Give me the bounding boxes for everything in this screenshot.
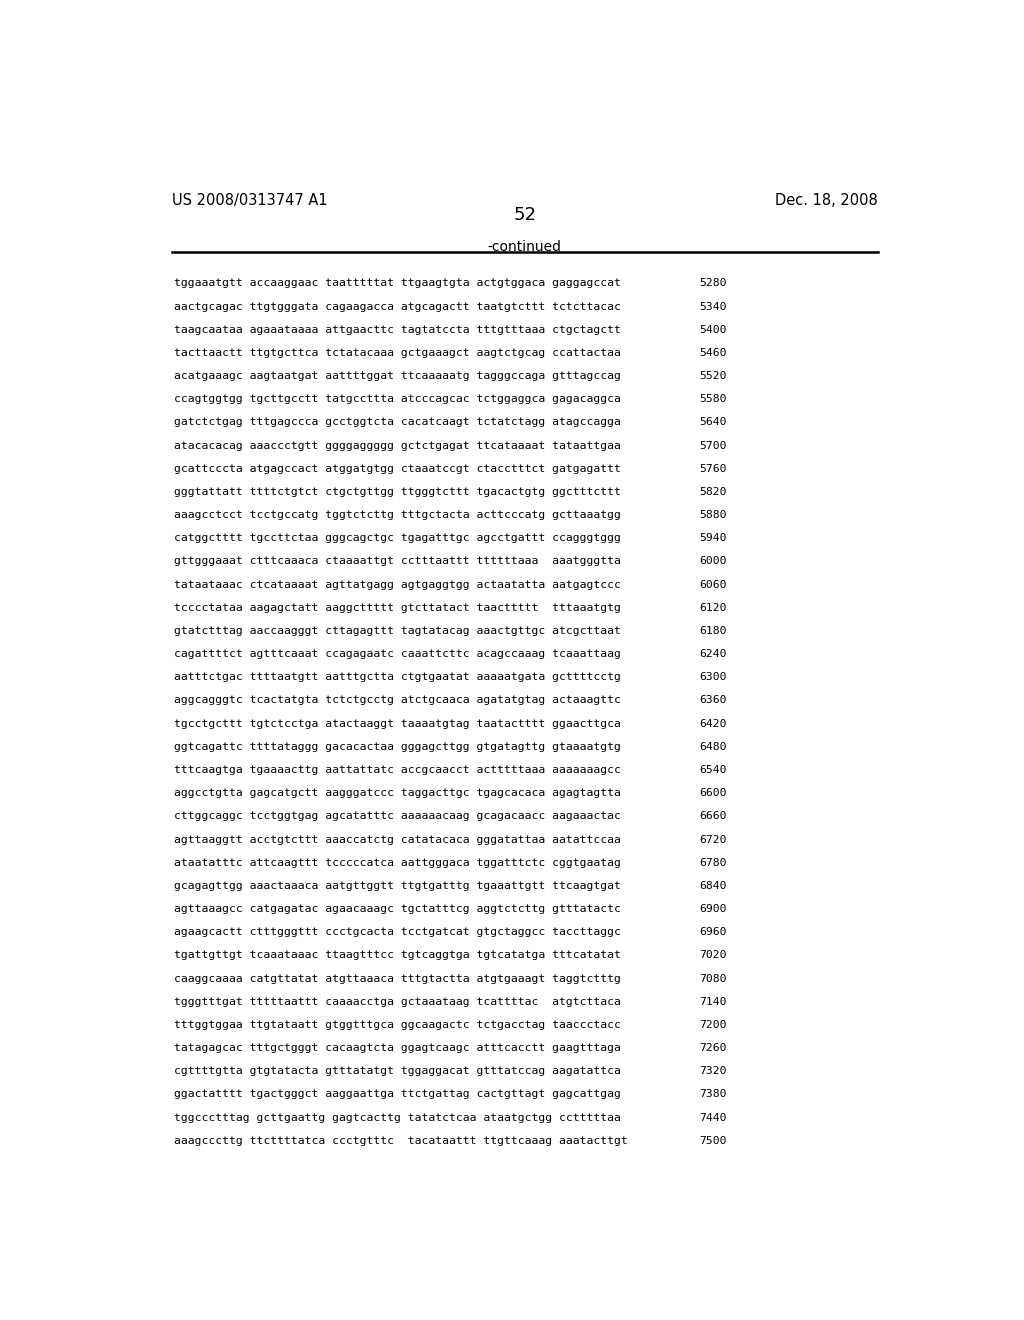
Text: 6060: 6060 (699, 579, 727, 590)
Text: atacacacag aaaccctgtt ggggaggggg gctctgagat ttcataaaat tataattgaa: atacacacag aaaccctgtt ggggaggggg gctctga… (174, 441, 621, 450)
Text: 5400: 5400 (699, 325, 727, 335)
Text: 6600: 6600 (699, 788, 727, 799)
Text: agaagcactt ctttgggttt ccctgcacta tcctgatcat gtgctaggcc taccttaggc: agaagcactt ctttgggttt ccctgcacta tcctgat… (174, 927, 621, 937)
Text: 5460: 5460 (699, 348, 727, 358)
Text: gtatctttag aaccaagggt cttagagttt tagtatacag aaactgttgc atcgcttaat: gtatctttag aaccaagggt cttagagttt tagtata… (174, 626, 621, 636)
Text: tacttaactt ttgtgcttca tctatacaaa gctgaaagct aagtctgcag ccattactaa: tacttaactt ttgtgcttca tctatacaaa gctgaaa… (174, 348, 621, 358)
Text: Dec. 18, 2008: Dec. 18, 2008 (775, 193, 878, 209)
Text: 6480: 6480 (699, 742, 727, 752)
Text: 6360: 6360 (699, 696, 727, 705)
Text: caaggcaaaa catgttatat atgttaaaca tttgtactta atgtgaaagt taggtctttg: caaggcaaaa catgttatat atgttaaaca tttgtac… (174, 974, 621, 983)
Text: 5760: 5760 (699, 463, 727, 474)
Text: 5580: 5580 (699, 395, 727, 404)
Text: 7080: 7080 (699, 974, 727, 983)
Text: 6720: 6720 (699, 834, 727, 845)
Text: gttgggaaat ctttcaaaca ctaaaattgt cctttaattt ttttttaaa  aaatgggtta: gttgggaaat ctttcaaaca ctaaaattgt cctttaa… (174, 557, 621, 566)
Text: aaagcctcct tcctgccatg tggtctcttg tttgctacta acttcccatg gcttaaatgg: aaagcctcct tcctgccatg tggtctcttg tttgcta… (174, 510, 621, 520)
Text: 5640: 5640 (699, 417, 727, 428)
Text: gggtattatt ttttctgtct ctgctgttgg ttgggtcttt tgacactgtg ggctttcttt: gggtattatt ttttctgtct ctgctgttgg ttgggtc… (174, 487, 621, 496)
Text: aactgcagac ttgtgggata cagaagacca atgcagactt taatgtcttt tctcttacac: aactgcagac ttgtgggata cagaagacca atgcaga… (174, 301, 621, 312)
Text: 7500: 7500 (699, 1135, 727, 1146)
Text: 52: 52 (513, 206, 537, 224)
Text: catggctttt tgccttctaa gggcagctgc tgagatttgc agcctgattt ccagggtggg: catggctttt tgccttctaa gggcagctgc tgagatt… (174, 533, 621, 544)
Text: 7020: 7020 (699, 950, 727, 961)
Text: 7200: 7200 (699, 1020, 727, 1030)
Text: tcccctataa aagagctatt aaggcttttt gtcttatact taacttttt  tttaaatgtg: tcccctataa aagagctatt aaggcttttt gtcttat… (174, 603, 621, 612)
Text: ggactatttt tgactgggct aaggaattga ttctgattag cactgttagt gagcattgag: ggactatttt tgactgggct aaggaattga ttctgat… (174, 1089, 621, 1100)
Text: tggaaatgtt accaaggaac taatttttat ttgaagtgta actgtggaca gaggagccat: tggaaatgtt accaaggaac taatttttat ttgaagt… (174, 279, 621, 288)
Text: acatgaaagc aagtaatgat aattttggat ttcaaaaatg tagggccaga gtttagccag: acatgaaagc aagtaatgat aattttggat ttcaaaa… (174, 371, 621, 381)
Text: 6420: 6420 (699, 718, 727, 729)
Text: tgggtttgat tttttaattt caaaacctga gctaaataag tcattttac  atgtcttaca: tgggtttgat tttttaattt caaaacctga gctaaat… (174, 997, 621, 1007)
Text: 7320: 7320 (699, 1067, 727, 1076)
Text: taagcaataa agaaataaaa attgaacttc tagtatccta tttgtttaaa ctgctagctt: taagcaataa agaaataaaa attgaacttc tagtatc… (174, 325, 621, 335)
Text: 6300: 6300 (699, 672, 727, 682)
Text: 6960: 6960 (699, 927, 727, 937)
Text: 6780: 6780 (699, 858, 727, 867)
Text: aaagcccttg ttcttttatca ccctgtttc  tacataattt ttgttcaaag aaatacttgt: aaagcccttg ttcttttatca ccctgtttc tacataa… (174, 1135, 628, 1146)
Text: agttaaggtt acctgtcttt aaaccatctg catatacaca gggatattaa aatattccaa: agttaaggtt acctgtcttt aaaccatctg catatac… (174, 834, 621, 845)
Text: 5700: 5700 (699, 441, 727, 450)
Text: cttggcaggc tcctggtgag agcatatttc aaaaaacaag gcagacaacc aagaaactac: cttggcaggc tcctggtgag agcatatttc aaaaaac… (174, 812, 621, 821)
Text: US 2008/0313747 A1: US 2008/0313747 A1 (172, 193, 328, 209)
Text: 6120: 6120 (699, 603, 727, 612)
Text: cagattttct agtttcaaat ccagagaatc caaattcttc acagccaaag tcaaattaag: cagattttct agtttcaaat ccagagaatc caaattc… (174, 649, 621, 659)
Text: 6180: 6180 (699, 626, 727, 636)
Text: gcattcccta atgagccact atggatgtgg ctaaatccgt ctacctttct gatgagattt: gcattcccta atgagccact atggatgtgg ctaaatc… (174, 463, 621, 474)
Text: tgattgttgt tcaaataaac ttaagtttcc tgtcaggtga tgtcatatga tttcatatat: tgattgttgt tcaaataaac ttaagtttcc tgtcagg… (174, 950, 621, 961)
Text: aatttctgac ttttaatgtt aatttgctta ctgtgaatat aaaaatgata gcttttcctg: aatttctgac ttttaatgtt aatttgctta ctgtgaa… (174, 672, 621, 682)
Text: aggcctgtta gagcatgctt aagggatccc taggacttgc tgagcacaca agagtagtta: aggcctgtta gagcatgctt aagggatccc taggact… (174, 788, 621, 799)
Text: tatagagcac tttgctgggt cacaagtcta ggagtcaagc atttcacctt gaagtttaga: tatagagcac tttgctgggt cacaagtcta ggagtca… (174, 1043, 621, 1053)
Text: 5820: 5820 (699, 487, 727, 496)
Text: -continued: -continued (487, 240, 562, 253)
Text: tgcctgcttt tgtctcctga atactaaggt taaaatgtag taatactttt ggaacttgca: tgcctgcttt tgtctcctga atactaaggt taaaatg… (174, 718, 621, 729)
Text: tttggtggaa ttgtataatt gtggtttgca ggcaagactc tctgacctag taaccctacc: tttggtggaa ttgtataatt gtggtttgca ggcaaga… (174, 1020, 621, 1030)
Text: 7380: 7380 (699, 1089, 727, 1100)
Text: 6660: 6660 (699, 812, 727, 821)
Text: tataataaac ctcataaaat agttatgagg agtgaggtgg actaatatta aatgagtccc: tataataaac ctcataaaat agttatgagg agtgagg… (174, 579, 621, 590)
Text: gcagagttgg aaactaaaca aatgttggtt ttgtgatttg tgaaattgtt ttcaagtgat: gcagagttgg aaactaaaca aatgttggtt ttgtgat… (174, 880, 621, 891)
Text: 5340: 5340 (699, 301, 727, 312)
Text: ccagtggtgg tgcttgcctt tatgccttta atcccagcac tctggaggca gagacaggca: ccagtggtgg tgcttgcctt tatgccttta atcccag… (174, 395, 621, 404)
Text: 5940: 5940 (699, 533, 727, 544)
Text: aggcagggtc tcactatgta tctctgcctg atctgcaaca agatatgtag actaaagttc: aggcagggtc tcactatgta tctctgcctg atctgca… (174, 696, 621, 705)
Text: 5880: 5880 (699, 510, 727, 520)
Text: 6000: 6000 (699, 557, 727, 566)
Text: tggccctttag gcttgaattg gagtcacttg tatatctcaa ataatgctgg cctttttaa: tggccctttag gcttgaattg gagtcacttg tatatc… (174, 1113, 621, 1122)
Text: 6900: 6900 (699, 904, 727, 913)
Text: ataatatttc attcaagttt tcccccatca aattgggaca tggatttctc cggtgaatag: ataatatttc attcaagttt tcccccatca aattggg… (174, 858, 621, 867)
Text: 6240: 6240 (699, 649, 727, 659)
Text: 6840: 6840 (699, 880, 727, 891)
Text: cgttttgtta gtgtatacta gtttatatgt tggaggacat gtttatccag aagatattca: cgttttgtta gtgtatacta gtttatatgt tggagga… (174, 1067, 621, 1076)
Text: gatctctgag tttgagccca gcctggtcta cacatcaagt tctatctagg atagccagga: gatctctgag tttgagccca gcctggtcta cacatca… (174, 417, 621, 428)
Text: 7140: 7140 (699, 997, 727, 1007)
Text: agttaaagcc catgagatac agaacaaagc tgctatttcg aggtctcttg gtttatactc: agttaaagcc catgagatac agaacaaagc tgctatt… (174, 904, 621, 913)
Text: 6540: 6540 (699, 766, 727, 775)
Text: 5280: 5280 (699, 279, 727, 288)
Text: 5520: 5520 (699, 371, 727, 381)
Text: 7440: 7440 (699, 1113, 727, 1122)
Text: tttcaagtga tgaaaacttg aattattatc accgcaacct actttttaaa aaaaaaagcc: tttcaagtga tgaaaacttg aattattatc accgcaa… (174, 766, 621, 775)
Text: 7260: 7260 (699, 1043, 727, 1053)
Text: ggtcagattc ttttataggg gacacactaa gggagcttgg gtgatagttg gtaaaatgtg: ggtcagattc ttttataggg gacacactaa gggagct… (174, 742, 621, 752)
